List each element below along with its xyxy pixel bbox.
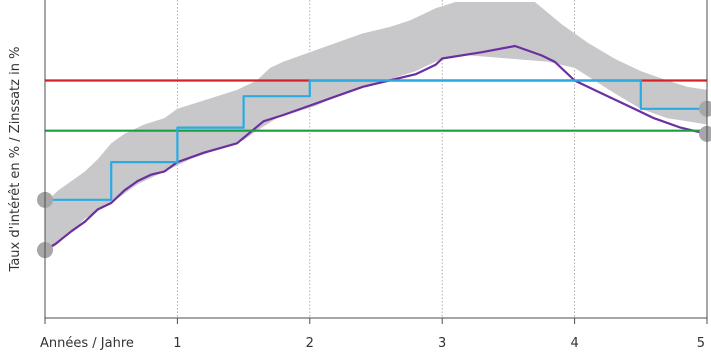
x-tick-label-2: 2 [306,336,314,351]
x-tick-label-5: 5 [697,336,705,351]
rate-range-band [45,2,707,254]
series-line-line-0 [45,44,707,252]
x-tick-label-4: 4 [570,336,578,351]
y-axis-title: Taux d'intérêt en % / Zinssatz in % [8,47,23,273]
x-tick-label-3: 3 [438,336,446,351]
x-axis-title: Années / Jahre [40,336,134,351]
plot-frame [44,0,708,319]
end-marker-2 [699,100,711,117]
x-tick-label-1: 1 [173,336,181,351]
x-axis-ticks: 1 2 3 4 5 [44,318,708,351]
end-marker-3 [699,125,711,142]
series-layer [45,44,707,252]
series-line-step-1 [45,79,707,201]
